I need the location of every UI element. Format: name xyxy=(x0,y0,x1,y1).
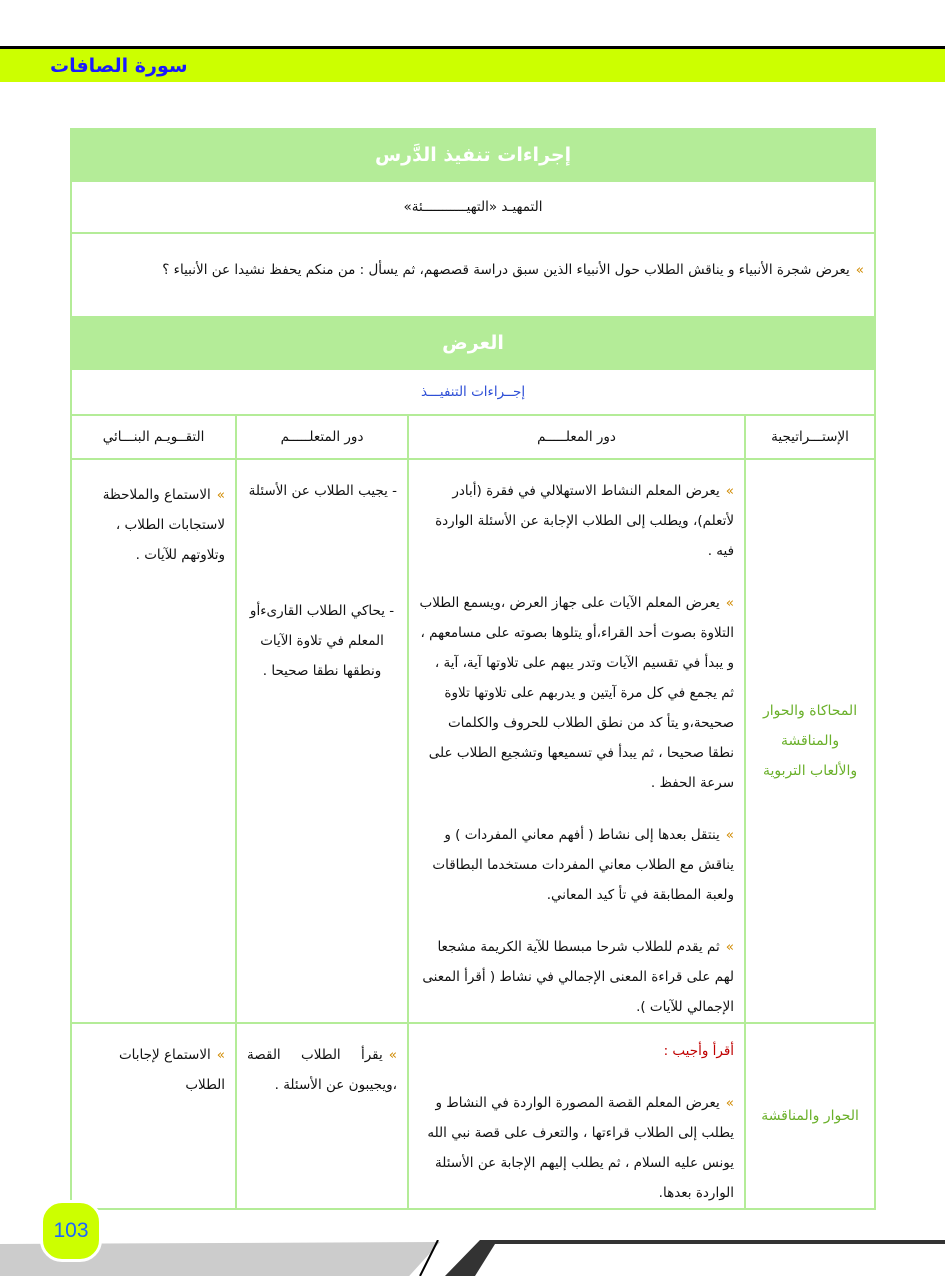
column-header-evaluation: التقــويـم البنـــائي xyxy=(69,414,238,460)
footer-dark-band xyxy=(445,1240,945,1276)
lesson-title: إجراءات تنفيذ الدَّرس xyxy=(69,128,877,182)
column-header-teacher: دور المعلـــــم xyxy=(407,414,747,460)
teacher-cell: أقرأ وأجيب : »يعرض المعلم القصة المصورة … xyxy=(407,1022,747,1210)
teacher-item: »ينتقل بعدها إلى نشاط ( أفهم معاني المفر… xyxy=(432,827,735,903)
warmup-text-cell: » يعرض شجرة الأنبياء و يناقش الطلاب حول ا… xyxy=(69,232,877,318)
teacher-item: »يعرض المعلم الآيات على جهاز العرض ،ويسم… xyxy=(419,595,735,791)
surah-title: سورة الصافات xyxy=(50,55,188,77)
strategy-cell: المحاكاة والحوار والمناقشة والألعاب التر… xyxy=(744,458,877,1024)
column-header-strategy: الإستـــراتيجية xyxy=(744,414,877,460)
teacher-item: »يعرض المعلم النشاط الاستهلالي في فقرة (… xyxy=(435,483,735,559)
learner-cell: »يقرأ الطلاب القصة ،ويجيبون عن الأسئلة . xyxy=(235,1022,410,1210)
evaluation-cell: »الاستماع والملاحظة لاستجابات الطلاب ، و… xyxy=(69,458,238,1024)
column-header-learner: دور المتعلـــــم xyxy=(235,414,410,460)
learner-item: - يجيب الطلاب عن الأسئلة xyxy=(248,483,398,499)
learner-item: - يحاكي الطلاب القارىءأو المعلم في تلاوة… xyxy=(249,603,395,679)
teacher-item: »ثم يقدم للطلاب شرحا مبسطا للآية الكريمة… xyxy=(422,939,735,1015)
evaluation-cell: »الاستماع لإجابات الطلاب xyxy=(69,1022,238,1210)
page-number: 103 xyxy=(40,1200,102,1262)
bullet-icon: » xyxy=(855,262,865,278)
warmup-text: يعرض شجرة الأنبياء و يناقش الطلاب حول ال… xyxy=(162,262,850,278)
lesson-table: إجراءات تنفيذ الدَّرس التمهيـد «التهيـــ… xyxy=(69,128,877,1210)
table-row: المحاكاة والحوار والمناقشة والألعاب التر… xyxy=(69,458,877,1024)
footer-slash xyxy=(419,1240,439,1276)
learner-cell: - يجيب الطلاب عن الأسئلة - يحاكي الطلاب … xyxy=(235,458,410,1024)
presentation-title: العرض xyxy=(69,316,877,370)
strategy-cell: الحوار والمناقشة xyxy=(744,1022,877,1210)
table-row: الحوار والمناقشة أقرأ وأجيب : »يعرض المع… xyxy=(69,1022,877,1210)
teacher-cell: »يعرض المعلم النشاط الاستهلالي في فقرة (… xyxy=(407,458,747,1024)
header-band xyxy=(0,49,945,82)
procedures-title: إجــراءات التنفيـــذ xyxy=(69,368,877,416)
teacher-item: »يعرض المعلم القصة المصورة الواردة في ال… xyxy=(427,1095,735,1201)
teacher-heading: أقرأ وأجيب : xyxy=(663,1043,735,1059)
header-rule xyxy=(0,46,945,49)
warmup-title: التمهيـد «التهيـــــــــــئة» xyxy=(69,180,877,234)
